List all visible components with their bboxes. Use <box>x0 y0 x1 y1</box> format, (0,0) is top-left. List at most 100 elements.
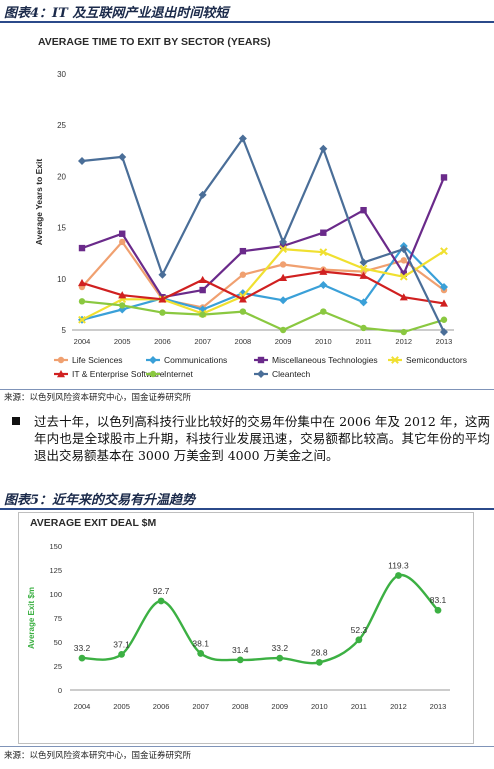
chart1-point <box>199 311 206 318</box>
figure4-title: 图表4：IT 及互联网产业退出时间较短 <box>4 6 229 21</box>
chart1-series-line <box>81 248 445 321</box>
chart1-ytick-label: 30 <box>57 70 66 79</box>
chart1-legend-label: Life Sciences <box>72 355 123 365</box>
chart1-point <box>159 309 166 316</box>
chart1-xtick-label: 2012 <box>395 337 412 346</box>
chart1-legend-marker <box>149 356 157 364</box>
chart1-series-line <box>81 176 446 299</box>
chart1-point <box>78 157 86 166</box>
chart1-point <box>359 298 368 307</box>
chart1-series-line <box>81 270 445 305</box>
chart1-point <box>279 237 288 246</box>
chart2-point <box>118 650 125 658</box>
chart2-data-label: 28.8 <box>311 647 328 657</box>
chart2-xtick-label: 2011 <box>351 702 367 711</box>
chart1-point <box>360 324 367 332</box>
chart1-legend-item: Semiconductors <box>388 355 467 365</box>
chart1-point <box>238 134 247 143</box>
chart1-series-line <box>81 240 445 309</box>
figure5-top-rule <box>0 508 494 510</box>
chart1-legend-item: Life Sciences <box>54 355 123 365</box>
chart1-point <box>118 152 127 161</box>
chart1-point <box>279 261 287 268</box>
chart2-data-label: 37.1 <box>113 639 130 649</box>
figure5-bottom-rule <box>0 746 494 747</box>
chart1-legend-item: Communications <box>146 355 227 365</box>
chart2-data-label: 33.2 <box>74 643 91 653</box>
chart2-xtick-label: 2006 <box>153 702 170 711</box>
chart1-point <box>239 308 247 315</box>
chart2-point <box>355 636 363 644</box>
chart1-point <box>238 295 247 303</box>
figure4-source: 来源：以色列风险资本研究中心，国金证券研究所 <box>4 393 192 403</box>
chart2-xtick-label: 2013 <box>430 702 447 711</box>
chart1-legend-marker <box>57 370 65 378</box>
chart1-xtick-label: 2010 <box>315 337 332 346</box>
chart1-legend-label: IT & Enterprise Software <box>72 369 165 379</box>
chart1-point <box>360 206 367 214</box>
chart1-ylabel: Average Years to Exit <box>34 159 44 246</box>
chart1-point <box>239 271 247 278</box>
chart2-point <box>276 654 284 662</box>
chart1-legend-marker <box>149 370 157 378</box>
chart2-ytick-label: 0 <box>58 686 62 695</box>
chart1-series-line <box>81 300 445 334</box>
chart1-point <box>359 258 368 267</box>
chart1-series <box>78 134 448 337</box>
chart2-series-line <box>81 574 439 665</box>
chart1-point <box>400 257 407 264</box>
chart2-xtick-label: 2008 <box>232 702 249 711</box>
chart1-point <box>399 293 408 301</box>
chart1-point <box>198 190 207 199</box>
chart1-xtick-label: 2013 <box>436 337 453 346</box>
chart1-point <box>78 315 86 324</box>
chart2-ylabel: Average Exit $m <box>27 587 36 649</box>
chart1-ytick-label: 15 <box>57 224 66 233</box>
chart1-point <box>399 245 408 254</box>
body-paragraph: 过去十年，以色列高科技行业比较好的交易年份集中在 2006 年及 2012 年，… <box>34 414 490 463</box>
chart1-point <box>78 298 86 305</box>
chart2-point <box>236 656 244 664</box>
chart1-legend-label: Miscellaneous Technologies <box>272 355 378 365</box>
chart-average-exit-deal: AVERAGE EXIT DEAL $M Average Exit $m 0 25 50… <box>18 512 474 744</box>
chart1-legend-marker <box>257 356 265 364</box>
chart1-series <box>78 174 448 301</box>
chart1-legend-marker <box>57 356 65 364</box>
chart2-xtick-label: 2012 <box>390 702 407 711</box>
chart1-ytick-label: 5 <box>62 326 67 335</box>
chart2-point <box>78 654 86 662</box>
chart1-point <box>319 267 328 275</box>
chart1-point <box>279 296 288 305</box>
paragraph-bullet-icon <box>12 417 20 425</box>
chart1-point <box>119 230 126 237</box>
chart1-point <box>440 282 448 291</box>
chart2-xtick-label: 2010 <box>311 702 328 711</box>
figure5-source: 来源：以色列风险资本研究中心，国金证券研究所 <box>4 751 192 761</box>
chart1-xtick-label: 2005 <box>114 337 131 346</box>
chart2-xtick-label: 2007 <box>192 702 209 711</box>
chart1-xtick-label: 2011 <box>355 337 371 346</box>
figure4-bottom-rule <box>0 389 494 390</box>
chart2-point <box>197 650 205 657</box>
chart1-xtick-label: 2009 <box>275 337 292 346</box>
chart1-point <box>158 295 167 303</box>
chart2-data-label: 31.4 <box>232 645 249 655</box>
chart1-legend-item: Cleantech <box>254 369 311 379</box>
chart1-point <box>440 316 448 323</box>
chart1-legend-marker <box>257 370 265 378</box>
chart1-point <box>279 242 287 250</box>
chart2-ytick-label: 100 <box>49 590 62 599</box>
chart2-data-label: 52.3 <box>351 625 368 635</box>
chart1-point <box>400 270 407 277</box>
chart1-point <box>199 286 206 294</box>
chart1-point <box>119 302 126 309</box>
chart1-point <box>198 275 207 284</box>
chart2-ytick-label: 25 <box>54 662 62 671</box>
chart2-data-label: 92.7 <box>153 586 170 596</box>
chart1-point <box>319 248 328 257</box>
chart1-point <box>279 326 287 334</box>
chart1-legend-label: Communications <box>164 355 227 365</box>
chart1-point <box>119 238 126 246</box>
chart1-xtick-label: 2004 <box>74 337 91 346</box>
chart1-point <box>440 174 448 181</box>
